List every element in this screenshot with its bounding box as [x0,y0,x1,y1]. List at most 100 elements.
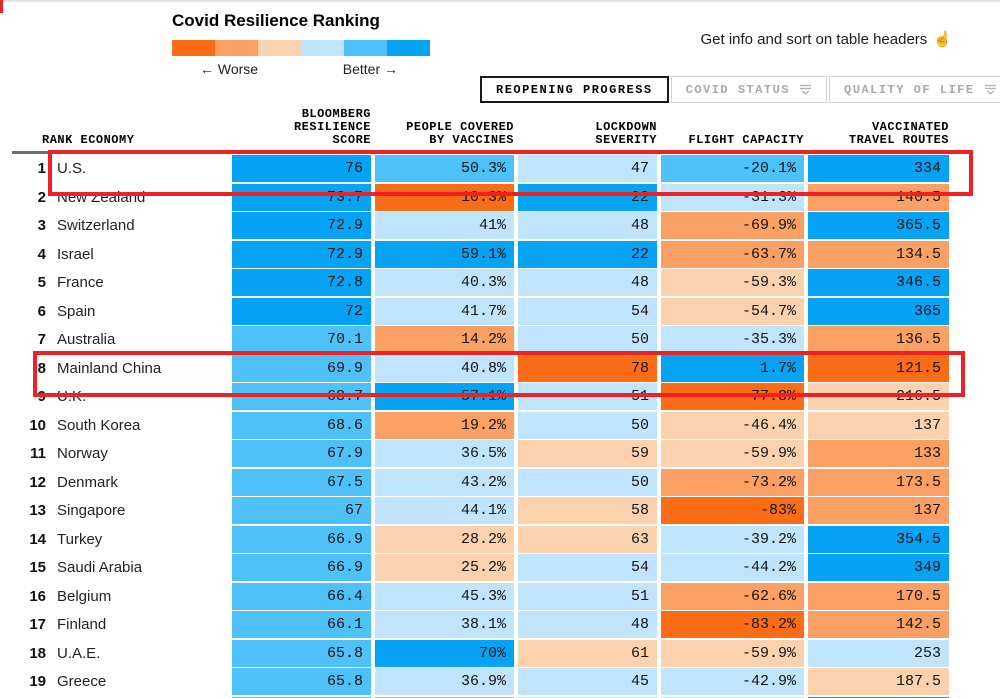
table-row: 13 Singapore 67 44.1% 58 -83% 137 [12,497,949,524]
data-cell: 72.9 [232,212,371,239]
column-header-vaccinated-travel-routes[interactable]: VACCINATED TRAVEL ROUTES [848,120,949,147]
rank-value: 9 [37,388,46,405]
tab-quality-of-life[interactable]: QUALITY OF LIFE [829,76,1000,103]
data-cell [808,696,949,698]
rank-value: 11 [30,445,46,462]
data-cell: 137 [808,411,949,439]
data-cell: -20.1% [661,155,804,182]
data-cell: 142.5 [808,611,949,638]
data-cell: 72.9 [232,240,371,268]
economy-name: Israel [57,245,94,263]
data-cell: -83% [661,497,804,524]
sort-menu-icon [984,84,996,95]
rank-value: 18 [29,644,46,662]
legend-swatch-2 [258,40,301,56]
rank-value: 12 [29,473,46,491]
sort-hint-text: Get info and sort on table headers [700,31,928,48]
top-divider [0,0,1000,2]
economy-name: Denmark [57,473,118,491]
sort-menu-icon [800,84,812,95]
data-cell: 63 [518,525,657,553]
data-cell: 36.9% [375,668,514,695]
data-cell: 59.1% [375,240,514,268]
data-cell: 48 [518,212,657,239]
data-cell: 58 [518,497,657,524]
data-cell: -62.6% [661,582,804,610]
rank-value: 3 [37,217,46,234]
data-cell: -39.2% [661,525,804,553]
sort-hint: Get info and sort on table headers ☝ [700,30,952,48]
data-cell: 72 [232,297,371,325]
economy-name: Australia [57,331,116,348]
data-cell: 253 [808,639,949,667]
economy-name: Saudi Arabia [57,559,143,576]
data-cell: 43.2% [375,468,514,496]
data-cell: -44.2% [661,554,804,581]
tab-label: QUALITY OF LIFE [844,82,975,97]
economy-cell: 7 Australia [12,326,228,353]
red-corner-mark [0,0,3,13]
data-cell [661,696,804,698]
economy-cell: 6 Spain [12,298,228,325]
table-row: 19 Greece 65.8 36.9% 45 -42.9% 187.5 [12,668,949,695]
data-cell: 1.7% [661,354,804,382]
column-header-flight-capacity[interactable]: FLIGHT CAPACITY [688,133,804,147]
table-top-rule [12,151,48,154]
data-cell: 173.5 [808,468,949,496]
data-cell: 41% [375,212,514,239]
economy-name: Norway [57,445,108,462]
data-cell: 50.3% [375,155,514,182]
table-row: 12 Denmark 67.5 43.2% 50 -73.2% 173.5 [12,468,949,496]
column-header-lockdown-severity[interactable]: LOCKDOWN SEVERITY [595,120,657,147]
tab-covid-status[interactable]: COVID STATUS [670,76,828,103]
economy-cell: 8 Mainland China [12,355,228,382]
rank-value: 14 [29,530,46,548]
table-row: 16 Belgium 66.4 45.3% 51 -62.6% 170.5 [12,582,949,610]
data-cell: 73.7 [232,183,371,211]
tab-bar: REOPENING PROGRESS COVID STATUS QUALITY OF… [480,76,1000,103]
table-row: 4 Israel 72.9 59.1% 22 -63.7% 134.5 [12,240,949,268]
data-cell: -35.3% [661,326,804,353]
data-cell: 50 [518,326,657,353]
economy-name: Singapore [57,502,126,519]
data-cell: 40.3% [375,269,514,296]
economy-name: Mainland China [57,359,162,377]
rank-value: 2 [37,188,46,206]
economy-cell: 17 Finland [12,611,228,638]
data-cell: 365 [808,297,949,325]
table-row: 2 New Zealand 73.7 10.3% 22 -31.3% 140.5 [12,183,949,211]
data-cell: 44.1% [375,497,514,524]
table-row: 14 Turkey 66.9 28.2% 63 -39.2% 354.5 [12,525,949,553]
data-cell: 66.4 [232,582,371,610]
data-cell: -83.2% [661,611,804,638]
table-row: 15 Saudi Arabia 66.9 25.2% 54 -44.2% 349 [12,554,949,581]
data-cell: 70% [375,639,514,667]
legend-swatch-0 [172,40,215,56]
tab-reopening-progress[interactable]: REOPENING PROGRESS [480,76,669,103]
legend-gradient [172,40,430,56]
table-row: 1 U.S. 76 50.3% 47 -20.1% 334 [12,155,949,182]
column-header-bloomberg-resilience-score[interactable]: BLOOMBERG RESILIENCE SCORE [293,107,371,147]
table-row: 3 Switzerland 72.9 41% 48 -69.9% 365.5 [12,212,949,239]
table-row: 11 Norway 67.9 36.5% 59 -59.9% 133 [12,440,949,467]
economy-name: Spain [57,302,96,320]
data-cell: 54 [518,554,657,581]
column-header-rank-economy[interactable]: RANK ECONOMY [42,133,135,147]
legend: ← Worse Better → [172,40,430,77]
data-cell: 50 [518,411,657,439]
economy-name: New Zealand [57,188,146,206]
table-row: 6 Spain 72 41.7% 54 -54.7% 365 [12,297,949,325]
column-header-people-covered-by-vaccines[interactable]: PEOPLE COVERED BY VACCINES [406,120,514,147]
data-cell: 47 [518,155,657,182]
data-cell: 51 [518,383,657,410]
data-cell: -46.4% [661,411,804,439]
data-cell: -54.7% [661,297,804,325]
economy-name: France [57,274,104,291]
economy-cell: 16 Belgium [12,583,228,610]
data-cell: 10.3% [375,183,514,211]
data-cell: 349 [808,554,949,581]
data-cell: 19.2% [375,411,514,439]
economy-cell: 4 Israel [12,241,228,268]
data-cell: 134.5 [808,240,949,268]
legend-swatch-4 [344,40,387,56]
